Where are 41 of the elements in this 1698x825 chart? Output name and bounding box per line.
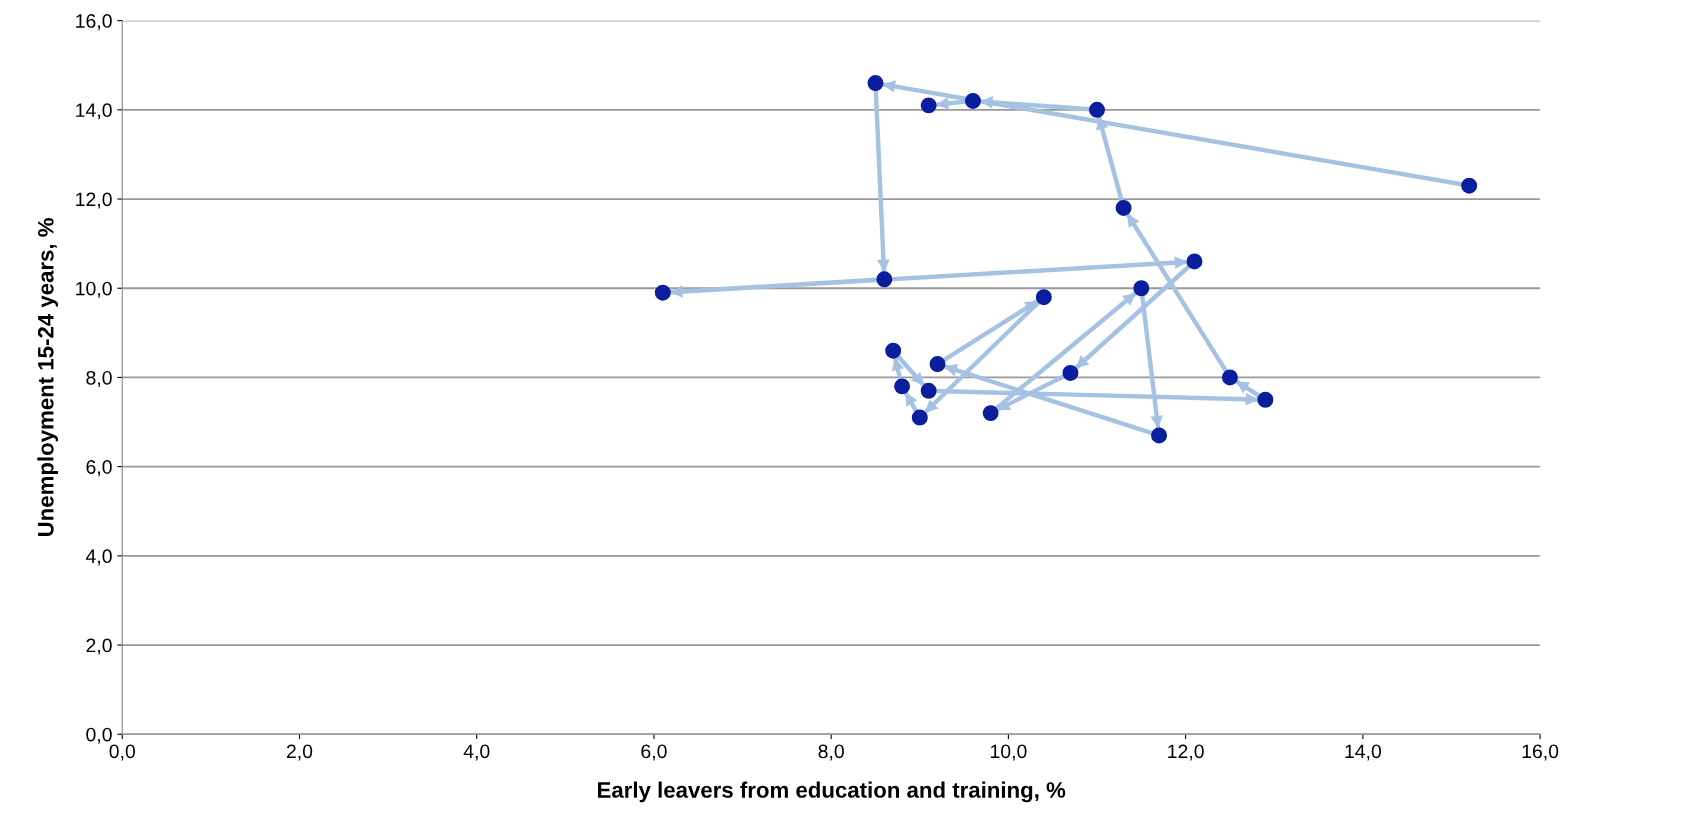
x-tick-label: 8,0 xyxy=(818,744,844,761)
point xyxy=(894,378,911,395)
point xyxy=(929,356,946,373)
y-tick-label: 2,0 xyxy=(86,638,112,655)
x-tick-label: 0,0 xyxy=(109,744,136,761)
point xyxy=(885,342,902,359)
y-tick-label: 16,0 xyxy=(76,14,112,31)
y-tick-label: 10,0 xyxy=(76,281,112,298)
point xyxy=(920,382,937,399)
point xyxy=(1221,369,1238,386)
x-tick-label: 4,0 xyxy=(463,744,490,761)
point xyxy=(1461,177,1478,194)
point xyxy=(1115,199,1132,216)
point xyxy=(911,409,928,426)
point xyxy=(876,271,893,288)
x-tick-label: 6,0 xyxy=(641,744,667,761)
y-tick-label: 6,0 xyxy=(86,460,112,477)
point xyxy=(1186,253,1203,270)
x-tick-label: 14,0 xyxy=(1345,744,1382,761)
y-tick-label: 8,0 xyxy=(86,370,112,387)
point xyxy=(1089,101,1105,118)
y-tick-label: 0,0 xyxy=(86,727,112,744)
point xyxy=(1062,364,1079,381)
point xyxy=(1133,280,1150,297)
x-tick-label: 2,0 xyxy=(286,744,313,761)
point xyxy=(1257,391,1274,408)
point xyxy=(964,92,981,109)
point xyxy=(654,284,671,301)
y-tick-label: 14,0 xyxy=(76,103,112,120)
x-tick-label: 16,0 xyxy=(1522,744,1559,761)
point xyxy=(1035,289,1052,306)
y-axis-title: Unemployment 15-24 years, % xyxy=(37,218,59,537)
x-tick-label: 10,0 xyxy=(990,744,1027,761)
point xyxy=(920,97,937,114)
point xyxy=(867,75,884,92)
x-tick-label: 12,0 xyxy=(1168,744,1204,761)
y-tick-label: 4,0 xyxy=(85,549,112,566)
point xyxy=(982,405,999,422)
point xyxy=(1151,427,1168,444)
x-axis-title: Early leavers from education and training, % xyxy=(598,781,1066,803)
y-tick-label: 12,0 xyxy=(76,192,112,209)
